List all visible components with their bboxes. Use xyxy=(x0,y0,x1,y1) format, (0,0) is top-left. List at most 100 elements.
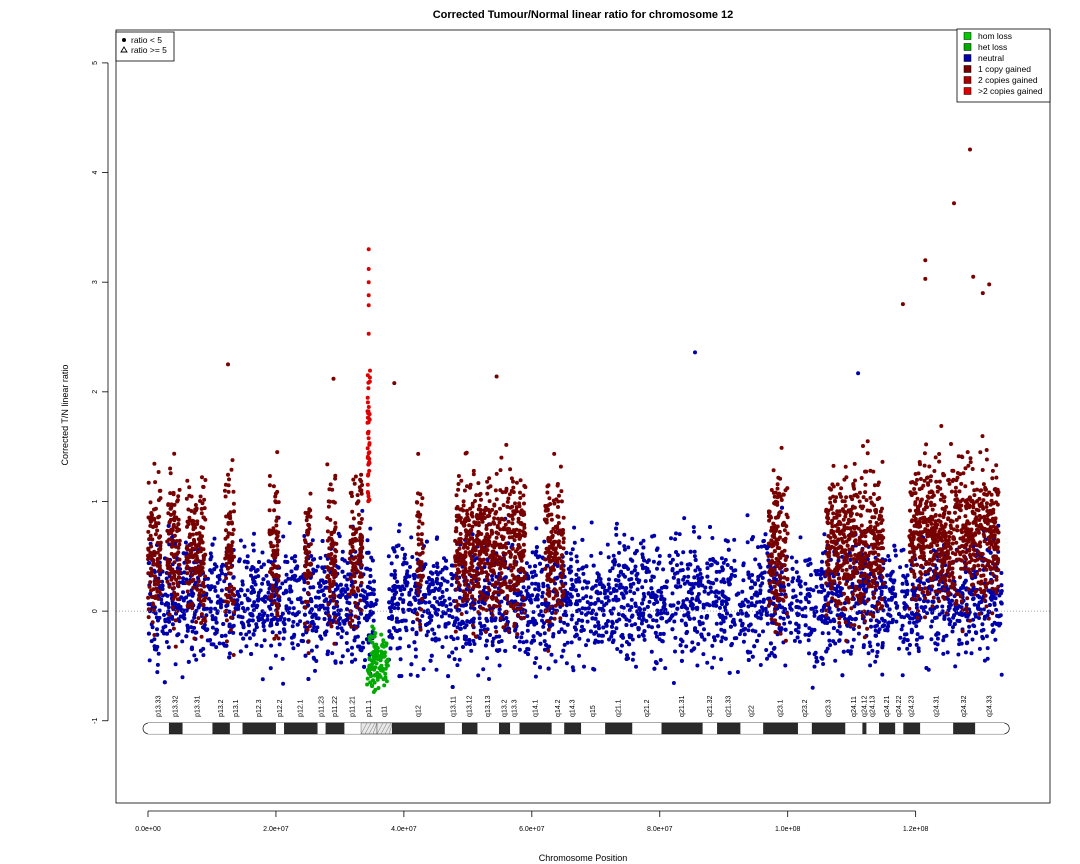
data-point xyxy=(819,583,824,588)
data-point xyxy=(148,533,153,538)
data-point xyxy=(440,590,445,594)
data-point xyxy=(395,579,400,584)
data-point xyxy=(309,562,314,567)
data-point xyxy=(227,477,231,482)
data-point xyxy=(892,578,897,583)
data-point xyxy=(435,612,440,617)
data-point xyxy=(365,538,370,543)
data-point xyxy=(625,603,630,608)
data-point xyxy=(654,634,659,639)
data-point xyxy=(611,606,616,611)
data-point xyxy=(701,602,706,607)
data-point xyxy=(812,664,817,669)
data-point xyxy=(332,568,337,573)
data-point xyxy=(515,593,520,598)
data-point xyxy=(832,586,837,591)
data-point xyxy=(361,598,366,602)
data-point xyxy=(542,639,547,644)
data-point xyxy=(532,661,537,665)
data-point xyxy=(709,589,714,594)
data-point xyxy=(350,509,355,514)
data-point xyxy=(695,607,700,612)
data-point xyxy=(154,524,158,529)
data-point xyxy=(961,583,965,588)
data-point xyxy=(368,574,373,578)
data-point xyxy=(562,642,567,647)
data-point xyxy=(251,542,256,547)
data-point xyxy=(185,519,190,524)
data-point xyxy=(404,572,409,576)
data-point xyxy=(828,619,833,624)
data-point xyxy=(431,588,436,593)
data-point xyxy=(853,616,858,621)
data-point xyxy=(724,601,729,606)
data-point xyxy=(663,584,668,589)
data-point xyxy=(203,606,208,611)
data-point xyxy=(681,599,686,604)
data-point xyxy=(151,558,156,563)
data-point xyxy=(952,622,957,627)
data-point xyxy=(657,554,662,558)
data-point xyxy=(898,565,903,570)
data-point xyxy=(190,619,195,624)
data-point xyxy=(861,587,866,592)
data-point xyxy=(977,646,982,651)
data-point xyxy=(269,544,274,549)
data-point xyxy=(447,596,452,601)
data-point xyxy=(708,525,712,529)
data-point xyxy=(684,644,689,649)
data-point xyxy=(155,582,160,587)
data-point xyxy=(266,559,271,564)
data-point xyxy=(447,613,452,618)
data-point xyxy=(231,527,236,532)
data-point xyxy=(914,605,919,610)
data-point xyxy=(476,673,481,678)
data-point xyxy=(690,596,695,601)
data-point xyxy=(624,590,629,595)
data-point xyxy=(168,628,173,633)
data-point xyxy=(593,624,598,629)
data-point xyxy=(296,643,300,647)
data-point xyxy=(935,631,940,636)
data-point xyxy=(999,672,1004,677)
data-point xyxy=(172,533,177,538)
data-point xyxy=(199,525,204,530)
data-point xyxy=(616,578,621,583)
data-point xyxy=(642,594,647,599)
data-point xyxy=(783,627,788,632)
data-point xyxy=(252,531,256,536)
data-point xyxy=(777,626,782,631)
data-point xyxy=(807,557,812,562)
data-point xyxy=(467,642,472,647)
data-point xyxy=(171,554,176,559)
data-point xyxy=(736,612,741,616)
data-point xyxy=(389,609,393,614)
data-point xyxy=(244,644,249,649)
data-point xyxy=(596,575,601,580)
data-point xyxy=(332,530,336,534)
data-point xyxy=(726,580,731,584)
data-point xyxy=(303,624,308,629)
data-point xyxy=(820,656,825,661)
data-point xyxy=(274,548,279,553)
data-point xyxy=(763,532,768,537)
data-point xyxy=(433,636,438,641)
data-point xyxy=(764,648,769,652)
data-point xyxy=(456,608,461,613)
data-point xyxy=(699,632,704,637)
data-point xyxy=(812,627,817,632)
data-point xyxy=(181,551,186,556)
data-point xyxy=(542,647,547,652)
data-point xyxy=(930,608,935,613)
data-point xyxy=(611,587,616,592)
data-point xyxy=(733,574,737,578)
data-point xyxy=(842,613,846,618)
data-point xyxy=(274,518,279,523)
data-point xyxy=(242,559,247,564)
data-point xyxy=(373,602,378,606)
data-point xyxy=(313,668,317,673)
data-point xyxy=(306,591,311,596)
data-point xyxy=(880,641,885,645)
data-point xyxy=(290,556,294,561)
